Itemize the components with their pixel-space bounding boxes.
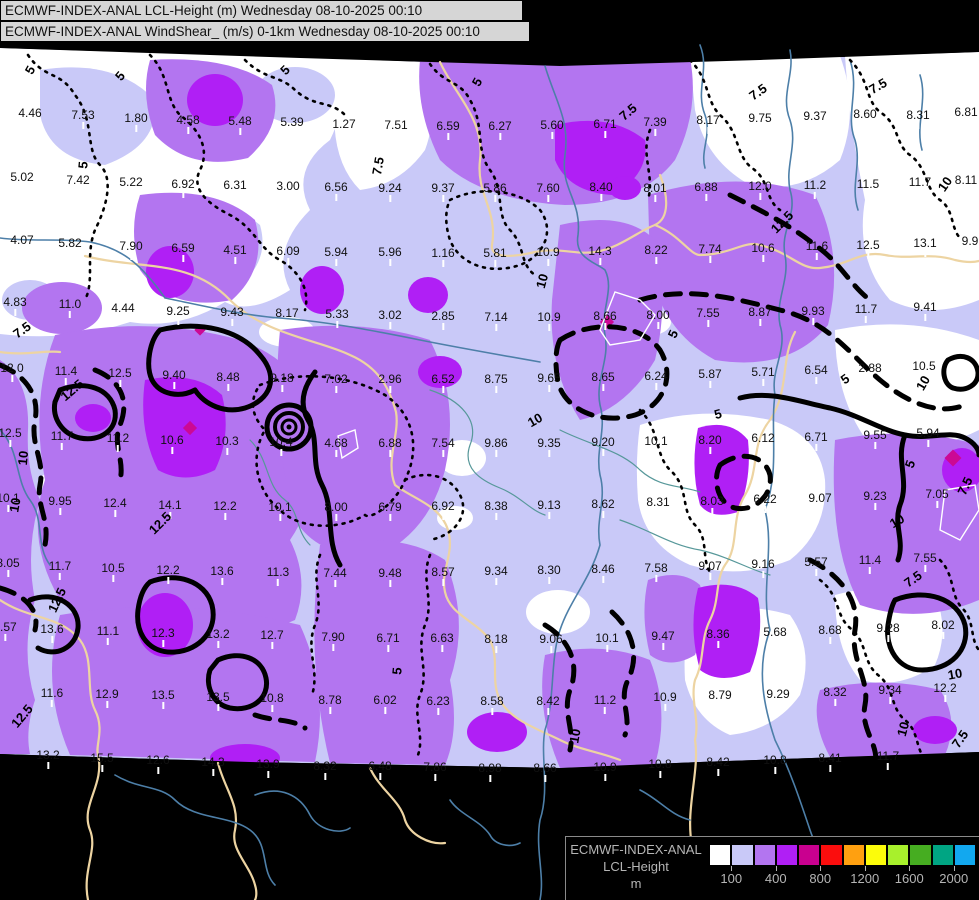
legend-tick-mark — [731, 866, 733, 871]
legend-swatch — [931, 844, 954, 866]
white-outline-shapes — [337, 291, 979, 541]
legend-title: ECMWF-INDEX-ANAL LCL-Height m — [566, 841, 706, 892]
legend-swatch — [709, 844, 732, 866]
legend-tick-mark — [953, 866, 955, 871]
legend-tick-label: 2000 — [939, 871, 969, 886]
legend-swatch — [753, 844, 776, 866]
wind-shear-contours — [0, 53, 979, 768]
legend-swatch — [731, 844, 754, 866]
legend-tick-mark — [775, 866, 777, 871]
legend-tick-label: 800 — [809, 871, 832, 886]
legend-tick-mark — [864, 866, 866, 871]
country-borders — [0, 60, 979, 900]
legend-colorbar — [709, 844, 976, 866]
contour-bullseye — [264, 402, 314, 452]
legend-swatch — [887, 844, 910, 866]
legend-swatch — [909, 844, 932, 866]
legend-swatch — [798, 844, 821, 866]
legend-swatch — [820, 844, 843, 866]
title-bar-lcl: ECMWF-INDEX-ANAL LCL-Height (m) Wednesda… — [0, 0, 523, 21]
legend-swatch — [842, 844, 865, 866]
legend-swatch — [775, 844, 798, 866]
legend-tick-label: 1200 — [850, 871, 880, 886]
rivers — [0, 44, 924, 900]
legend: ECMWF-INDEX-ANAL LCL-Height m 100 400 800 1… — [565, 836, 979, 900]
legend-tick-mark — [909, 866, 911, 871]
legend-swatch — [953, 844, 976, 866]
title-bar-windshear: ECMWF-INDEX-ANAL WindShear_ (m/s) 0-1km … — [0, 21, 530, 42]
legend-title-line2: LCL-Height — [603, 859, 669, 874]
title-windshear-text: ECMWF-INDEX-ANAL WindShear_ (m/s) 0-1km … — [5, 24, 480, 39]
legend-tick-label: 100 — [720, 871, 743, 886]
legend-tick-mark — [820, 866, 822, 871]
legend-tick-label: 1600 — [894, 871, 924, 886]
legend-swatch — [864, 844, 887, 866]
legend-unit: m — [630, 876, 642, 891]
legend-tick-label: 400 — [764, 871, 787, 886]
legend-title-line1: ECMWF-INDEX-ANAL — [570, 842, 702, 857]
title-lcl-text: ECMWF-INDEX-ANAL LCL-Height (m) Wednesda… — [5, 3, 423, 18]
